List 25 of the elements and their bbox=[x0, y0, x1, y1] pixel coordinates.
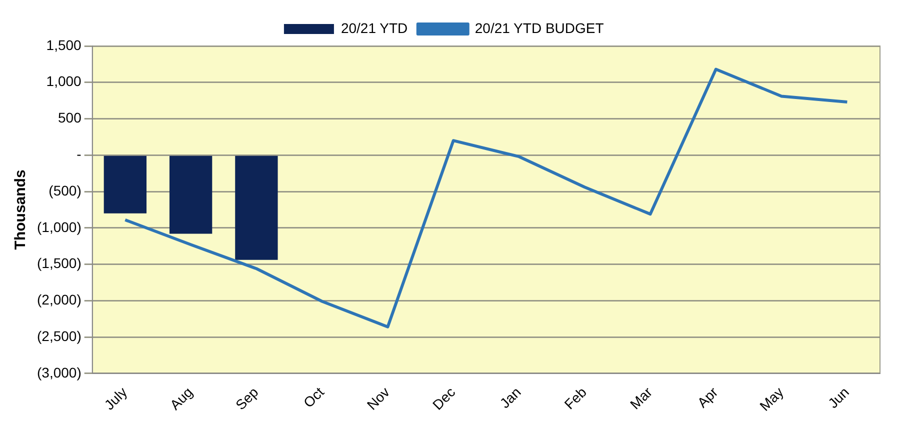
y-tick-label: 500 bbox=[58, 110, 82, 126]
y-tick-label: (1,500) bbox=[37, 255, 82, 272]
y-tick-label: (3,000) bbox=[37, 364, 82, 380]
legend-label: 20/21 YTD BUDGET bbox=[474, 20, 604, 36]
x-tick-label: July bbox=[101, 384, 130, 413]
x-tick-label: Dec bbox=[429, 384, 458, 413]
y-tick-label: (2,500) bbox=[37, 328, 82, 344]
x-tick-label: May bbox=[756, 384, 786, 414]
y-tick-label: (2,000) bbox=[37, 292, 82, 308]
y-axis-title: Thousands bbox=[12, 170, 30, 250]
x-tick-label: Jan bbox=[496, 384, 524, 412]
x-tick-label: Aug bbox=[166, 384, 196, 413]
y-tick-label: (1,000) bbox=[37, 218, 82, 235]
x-tick-label: Sep bbox=[232, 384, 262, 413]
x-tick-label: Jun bbox=[824, 384, 852, 412]
x-tick-label: Nov bbox=[364, 384, 393, 413]
y-tick-label: 1,500 bbox=[46, 36, 82, 53]
y-tick-label: (500) bbox=[48, 182, 82, 198]
legend-label: 20/21 YTD bbox=[340, 20, 408, 36]
y-tick-label: - bbox=[76, 146, 82, 162]
y-tick-label: 1,000 bbox=[46, 73, 82, 90]
x-tick-label: Apr bbox=[694, 384, 721, 411]
x-tick-label: Oct bbox=[300, 384, 328, 411]
x-tick-label: Mar bbox=[626, 384, 656, 412]
x-tick-label: Feb bbox=[561, 384, 590, 412]
